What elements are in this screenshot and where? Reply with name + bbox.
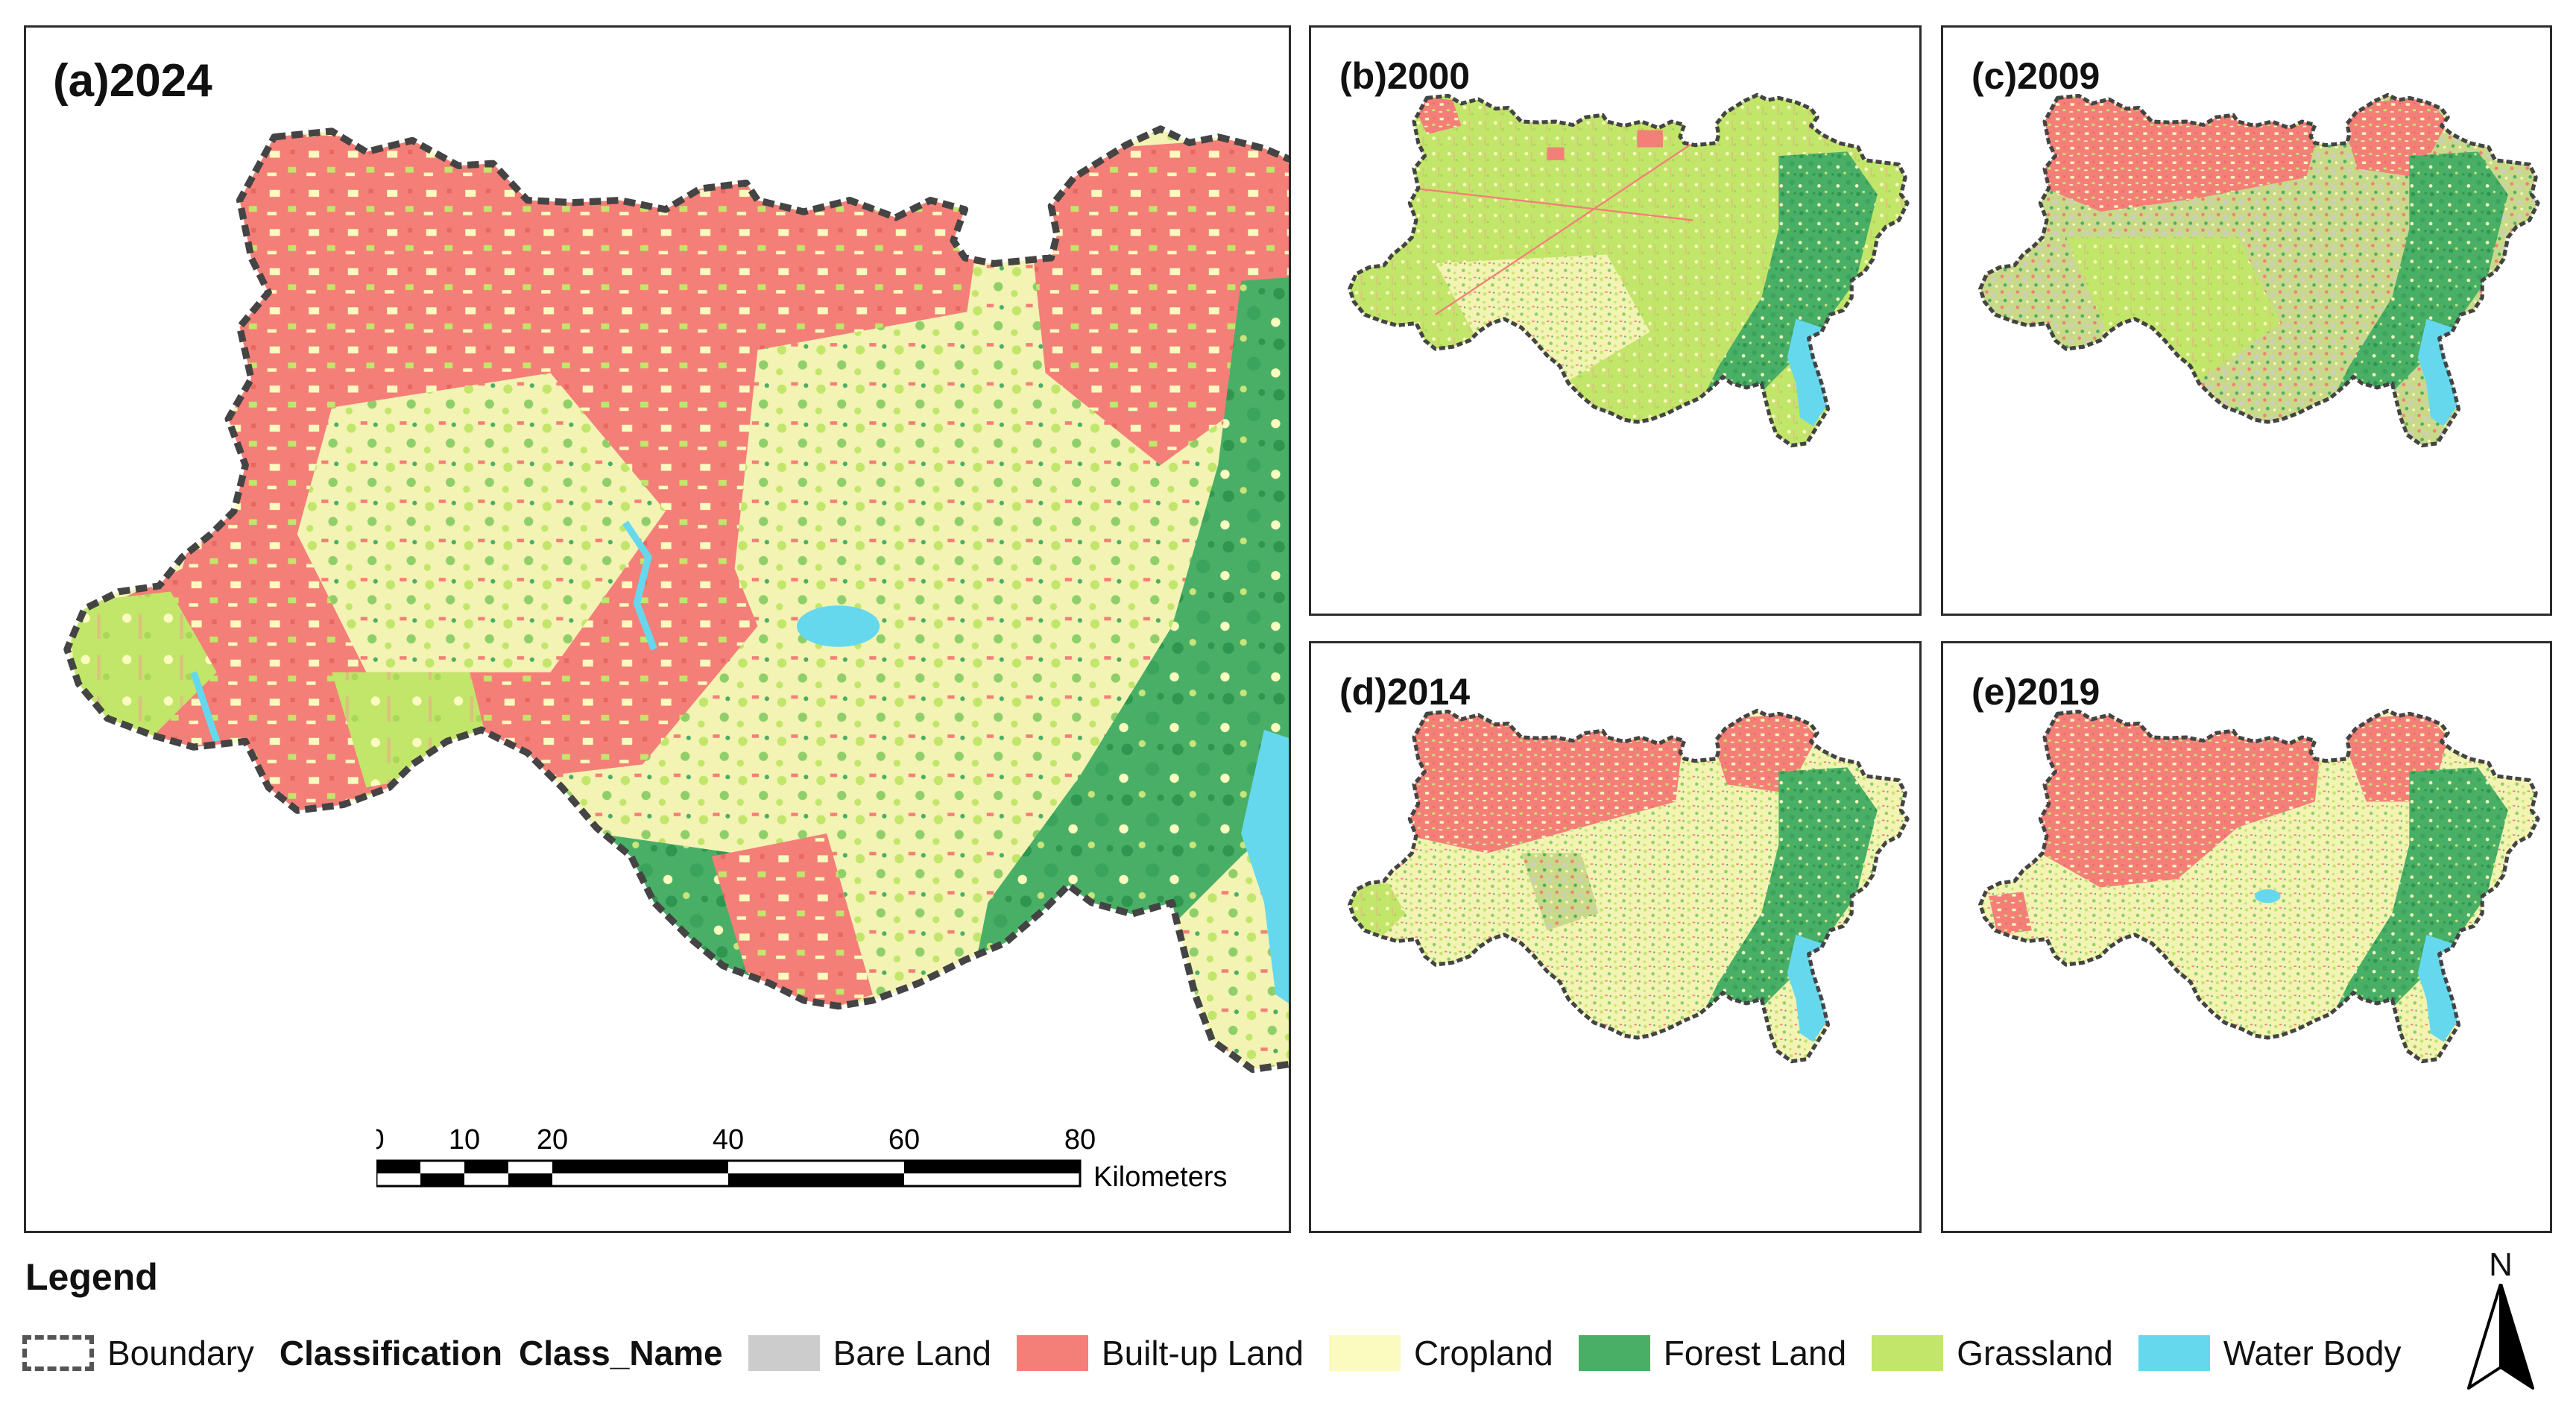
map-panel-2009: (c)2009 [1941, 25, 2552, 616]
legend-swatch-grassland [1872, 1335, 1944, 1371]
north-arrow: N [2460, 1246, 2542, 1396]
land-use-map [26, 28, 1289, 1231]
land-use-map [1311, 643, 1919, 1231]
legend-swatch-water-body [2138, 1335, 2210, 1371]
legend-label-bare-land: Bare Land [833, 1334, 991, 1372]
north-arrow-icon [2467, 1284, 2534, 1390]
map-panel-2000: (b)2000 [1309, 25, 1922, 616]
scale-bar: 0 10 20 40 60 80 Kilometers [376, 1124, 1228, 1193]
legend-label-built-up-land: Built-up Land [1101, 1334, 1304, 1372]
scale-tick-label: 60 [888, 1124, 920, 1156]
legend-label-water-body: Water Body [2223, 1334, 2402, 1372]
panel-title: (a)2024 [53, 55, 212, 107]
boundary-label: Boundary [107, 1334, 254, 1372]
legend-label-cropland: Cropland [1414, 1334, 1553, 1372]
class-field-label: Class_Name [519, 1334, 723, 1372]
legend-swatch-bare-land [748, 1335, 820, 1371]
boundary-swatch [22, 1335, 94, 1371]
legend-label-forest-land: Forest Land [1663, 1334, 1847, 1372]
scale-unit: Kilometers [1093, 1161, 1228, 1193]
scale-tick-label: 20 [537, 1124, 568, 1156]
map-panel-2024: (a)2024 0 10 20 40 60 80 Kilometers [24, 25, 1291, 1233]
panel-title: (b)2000 [1339, 55, 1471, 97]
land-use-map [1943, 28, 2550, 614]
panel-title: (e)2019 [1972, 671, 2100, 713]
scale-tick-label: 80 [1064, 1124, 1096, 1156]
scale-tick-label: 0 [376, 1124, 385, 1156]
classification-label: Classification [279, 1334, 503, 1372]
land-use-map [1311, 28, 1919, 614]
legend-swatch-forest-land [1578, 1335, 1650, 1371]
legend-label-grassland: Grassland [1957, 1334, 2113, 1372]
legend-swatch-built-up-land [1016, 1335, 1088, 1371]
scale-tick-label: 10 [449, 1124, 480, 1156]
north-arrow-label: N [2489, 1246, 2513, 1283]
map-panel-2014: (d)2014 [1309, 641, 1922, 1233]
map-panel-2019: (e)2019 [1941, 641, 2552, 1233]
land-use-map [1943, 643, 2550, 1231]
panel-title: (c)2009 [1972, 55, 2100, 97]
scale-tick-label: 40 [713, 1124, 744, 1156]
legend-swatch-cropland [1329, 1335, 1401, 1371]
panel-title: (d)2014 [1339, 671, 1471, 713]
legend: Boundary Classification Class_Name Bare … [22, 1327, 2426, 1379]
legend-title: Legend [25, 1256, 158, 1298]
